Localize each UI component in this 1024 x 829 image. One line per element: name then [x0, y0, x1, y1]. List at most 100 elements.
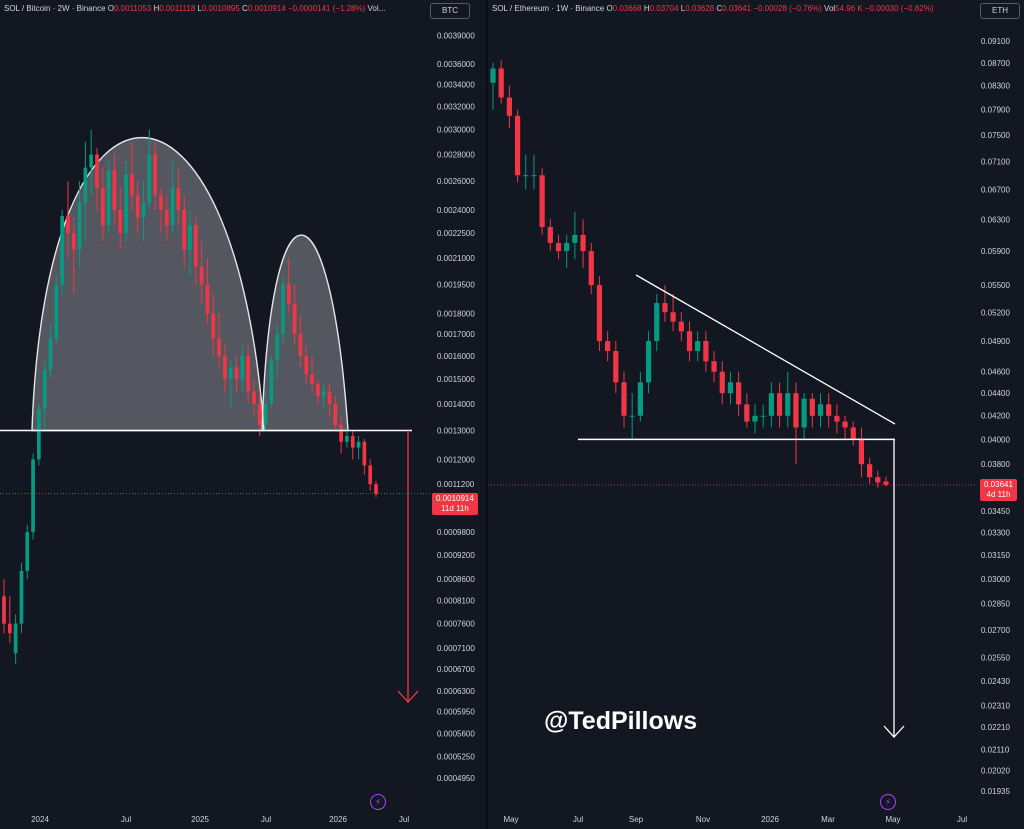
y-tick-label: 0.02210: [981, 723, 1010, 732]
candle-body: [785, 393, 791, 416]
x-tick-label: 2026: [329, 815, 347, 824]
legend-close: 0.03641: [722, 4, 752, 13]
legend-low-label: L: [680, 4, 686, 13]
candle-countdown: 11d 11h: [441, 504, 469, 513]
x-tick-label: May: [885, 815, 900, 824]
candle-body: [95, 154, 99, 189]
lightning-icon[interactable]: ⚡: [370, 794, 386, 810]
candle-body: [678, 321, 684, 332]
target-arrow-head: [397, 690, 419, 703]
currency-unit-button[interactable]: ETH: [980, 3, 1020, 19]
candle-body: [100, 188, 105, 226]
currency-unit-button[interactable]: BTC: [430, 3, 470, 19]
candle-body: [776, 393, 783, 416]
legend-open-label: O: [606, 4, 613, 13]
legend-volume-change: −0.00030 (−0.82%): [864, 4, 934, 13]
legend-change: −0.00028 (−0.76%): [753, 4, 822, 13]
last-price-value: 0.03641: [984, 480, 1013, 489]
candle-body: [316, 383, 320, 397]
candle-body: [252, 391, 256, 404]
candle-body: [48, 338, 53, 370]
legend-high-label: H: [153, 4, 160, 13]
candle-body: [580, 234, 586, 252]
y-tick-label: 0.08300: [981, 82, 1010, 91]
candle-body: [147, 154, 152, 203]
legend-open: 0.03668: [612, 4, 642, 13]
candle-body: [621, 382, 627, 416]
lightning-icon[interactable]: ⚡: [880, 794, 896, 810]
candle-body: [211, 313, 216, 339]
y-tick-label: 0.0024000: [437, 206, 475, 215]
y-tick-label: 0.05500: [981, 281, 1010, 290]
x-tick-label: Jul: [399, 815, 409, 824]
x-tick-label: 2024: [31, 815, 49, 824]
y-tick-label: 0.0018000: [437, 309, 475, 318]
candle-body: [298, 334, 303, 356]
candle-body: [768, 393, 774, 416]
legend-volume-label: Vol: [824, 4, 836, 13]
y-tick-label: 0.05900: [981, 247, 1010, 256]
candle-body: [275, 334, 280, 361]
candle-body: [281, 284, 285, 335]
y-tick-label: 0.0021000: [437, 254, 475, 263]
candle-body: [727, 382, 734, 394]
legend-high: 0.0011118: [159, 4, 196, 13]
candle-body: [645, 341, 652, 383]
candle-body: [539, 175, 545, 228]
candle-body: [637, 382, 643, 416]
candle-body: [662, 303, 668, 313]
candle-body: [112, 170, 117, 210]
descending-trendline: [635, 274, 896, 425]
legend-symbol: SOL / Ethereum · 1W · Binance: [492, 4, 605, 13]
y-tick-label: 0.07500: [981, 131, 1010, 140]
candle-body: [246, 355, 250, 392]
legend-low: 0.03628: [685, 4, 715, 13]
y-tick-label: 0.03000: [981, 575, 1010, 584]
sol-eth-chart[interactable]: 0.09100 0.08700 0.08300 0.07900 0.07500 0.071…: [488, 0, 1024, 829]
candle-body: [883, 481, 889, 485]
y-tick-label: 0.03150: [981, 551, 1010, 560]
candle-body: [350, 436, 355, 448]
candle-body: [199, 266, 204, 285]
candle-body: [25, 532, 30, 571]
candle-body: [744, 404, 750, 422]
candle-body: [826, 404, 832, 416]
y-tick-label: 0.0017000: [437, 330, 475, 339]
candle-body: [170, 188, 175, 226]
x-tick-label: Nov: [696, 815, 710, 824]
head-pattern-arc: [31, 136, 265, 432]
candle-body: [118, 209, 123, 234]
y-tick-label: 0.0004950: [437, 774, 475, 783]
y-tick-label: 0.07900: [981, 106, 1010, 115]
candle-body: [374, 484, 378, 494]
y-tick-label: 0.06700: [981, 185, 1010, 194]
candle-body: [613, 351, 619, 383]
candle-body: [182, 209, 187, 250]
candle-body: [159, 195, 163, 210]
candle-body: [506, 97, 512, 116]
candle-body: [42, 369, 47, 410]
legend-open-label: O: [107, 4, 114, 13]
candle-body: [269, 360, 274, 404]
panel-divider[interactable]: [486, 0, 488, 829]
x-tick-label: Mar: [821, 815, 835, 824]
candle-body: [217, 338, 221, 356]
candle-body: [66, 216, 70, 234]
candle-body: [572, 234, 578, 243]
sol-btc-chart[interactable]: 0.0039000 0.0036000 0.0034000 0.0032000 0.00…: [0, 0, 486, 829]
candle-body: [490, 68, 496, 83]
sol-eth-chart-panel[interactable]: 0.09100 0.08700 0.08300 0.07900 0.07500 0.071…: [488, 0, 1024, 829]
candle-body: [858, 439, 865, 465]
y-tick-label: 0.04600: [981, 368, 1010, 377]
last-price-value: 0.0010914: [436, 494, 474, 503]
candle-body: [77, 202, 82, 250]
candle-body: [711, 361, 717, 372]
candle-body: [555, 242, 562, 252]
y-tick-label: 0.0014000: [437, 400, 475, 409]
candle-body: [875, 477, 881, 483]
legend-open: 0.0011053: [114, 4, 152, 13]
y-tick-label: 0.0022500: [437, 229, 475, 238]
y-tick-label: 0.02020: [981, 766, 1010, 775]
sol-btc-chart-panel[interactable]: 0.0039000 0.0036000 0.0034000 0.0032000 0.00…: [0, 0, 486, 829]
candle-body: [286, 284, 291, 304]
